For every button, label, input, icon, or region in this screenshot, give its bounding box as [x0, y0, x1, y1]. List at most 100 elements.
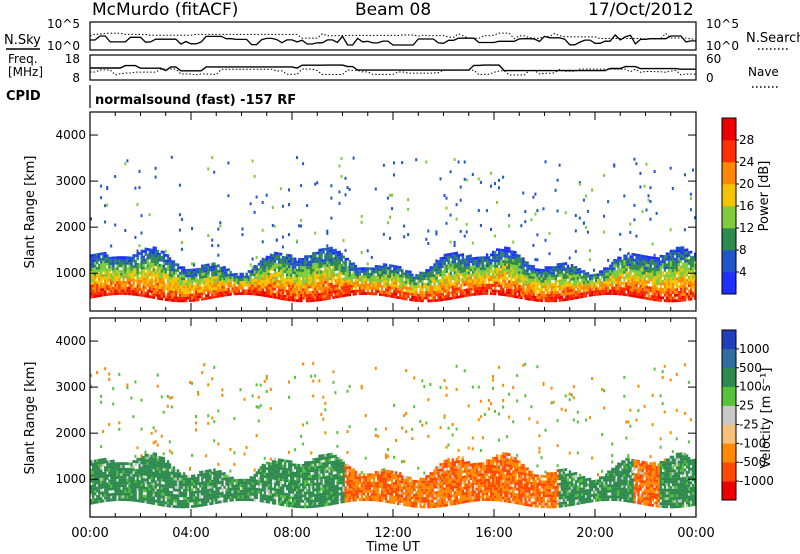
range-cell: [346, 268, 349, 272]
range-cell: [197, 292, 200, 296]
range-cell: [524, 297, 527, 300]
range-cell: [681, 265, 685, 269]
range-cell: [160, 503, 164, 507]
range-cell: [681, 262, 685, 266]
range-cell: [633, 280, 636, 284]
range-cell: [114, 470, 117, 474]
range-cell: [520, 263, 523, 266]
range-cell: [223, 268, 226, 272]
range-cell: [104, 477, 107, 480]
range-cell: [348, 293, 352, 297]
range-cell: [530, 267, 533, 271]
range-cell: [362, 267, 366, 271]
range-cell: [534, 295, 537, 299]
range-cell: [142, 255, 145, 259]
range-cell: [671, 269, 675, 272]
range-cell: [298, 266, 301, 269]
range-cell: [247, 278, 251, 282]
range-cell: [176, 486, 180, 489]
range-cell: [685, 292, 689, 296]
range-cell: [459, 292, 463, 296]
range-cell: [655, 279, 659, 282]
range-cell: [318, 287, 321, 291]
range-cell: [346, 277, 349, 280]
range-cell: [382, 293, 386, 297]
range-cell: [98, 483, 101, 487]
range-cell: [449, 291, 453, 295]
range-cell: [413, 284, 416, 288]
range-cell: [330, 282, 333, 286]
range-cell: [342, 294, 345, 298]
range-cell: [677, 257, 681, 261]
range-cell: [429, 293, 432, 297]
range-cell: [257, 262, 261, 266]
range-cell: [494, 253, 497, 257]
range-cell: [451, 291, 455, 294]
range-cell: [538, 293, 541, 297]
range-cell: [413, 279, 416, 283]
range-cell: [473, 287, 477, 291]
range-cell: [164, 484, 168, 488]
range-cell: [310, 285, 313, 289]
range-cell: [320, 254, 323, 257]
range-cell: [114, 289, 117, 293]
range-cell: [340, 258, 343, 262]
range-cell: [591, 274, 594, 277]
range-cell: [189, 268, 192, 272]
range-cell: [146, 264, 150, 268]
range-cell: [138, 282, 141, 286]
range-cell: [209, 296, 212, 300]
range-cell: [231, 278, 234, 282]
range-cell: [168, 268, 172, 272]
range-cell: [237, 278, 240, 282]
range-cell: [443, 256, 446, 260]
range-cell: [288, 292, 291, 296]
range-cell: [104, 491, 107, 494]
range-cell: [520, 285, 523, 289]
range-cell: [308, 274, 311, 278]
range-cell: [277, 282, 281, 286]
range-cell: [350, 268, 354, 271]
range-cell: [498, 248, 501, 252]
range-cell: [617, 270, 620, 274]
range-cell: [126, 289, 129, 293]
range-cell: [330, 260, 333, 264]
range-cell: [498, 262, 501, 266]
range-cell: [184, 269, 188, 272]
range-cell: [150, 499, 154, 502]
range-cell: [637, 256, 640, 260]
range-cell: [108, 290, 111, 293]
range-cell: [669, 299, 673, 303]
range-cell: [473, 262, 477, 266]
range-cell: [138, 466, 141, 470]
range-cell: [439, 293, 442, 296]
range-cell: [261, 274, 265, 278]
range-cell: [116, 465, 119, 468]
range-cell: [645, 266, 648, 270]
range-cell: [366, 278, 370, 282]
range-cell: [449, 286, 453, 289]
range-cell: [203, 283, 206, 287]
range-cell: [174, 279, 178, 283]
range-cell: [524, 272, 527, 276]
range-cell: [609, 267, 612, 270]
range-cell: [348, 276, 352, 280]
range-cell: [154, 472, 158, 475]
range-cell: [148, 289, 152, 293]
range-cell: [473, 279, 477, 282]
range-cell: [128, 495, 131, 499]
range-cell: [283, 286, 287, 290]
range-cell: [148, 213, 151, 217]
range-cell: [112, 481, 115, 485]
range-cell: [536, 296, 539, 299]
range-cell: [578, 273, 582, 277]
range-cell: [512, 292, 515, 295]
range-cell: [659, 254, 663, 258]
range-cell: [405, 281, 408, 284]
range-cell: [152, 257, 156, 261]
range-cell: [485, 270, 489, 273]
range-cell: [263, 274, 267, 278]
range-cell: [597, 273, 600, 277]
range-cell: [263, 285, 267, 289]
range-cell: [142, 261, 145, 264]
